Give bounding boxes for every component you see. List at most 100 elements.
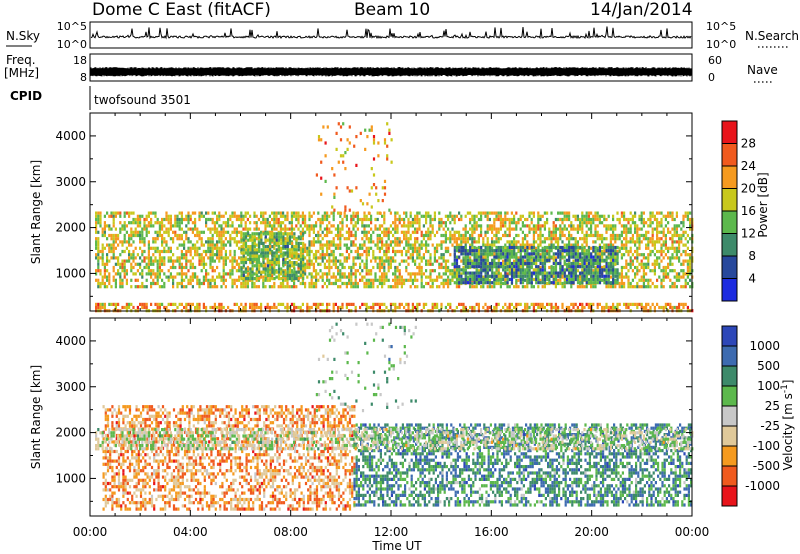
- scatter-cell: [475, 265, 478, 269]
- scatter-cell: [405, 265, 408, 270]
- scatter-cell: [202, 262, 205, 266]
- scatter-cell: [453, 274, 456, 278]
- scatter-cell: [233, 211, 236, 215]
- scatter-cell: [218, 237, 221, 241]
- scatter-cell: [570, 265, 573, 269]
- scatter-cell: [480, 211, 483, 215]
- scatter-cell: [656, 237, 659, 241]
- scatter-cell: [559, 255, 562, 259]
- scatter-cell: [618, 237, 621, 241]
- scatter-cell: [156, 305, 159, 310]
- scatter-cell: [321, 237, 324, 241]
- scatter-cell: [389, 230, 392, 234]
- scatter-cell: [249, 254, 252, 258]
- scatter-cell: [169, 217, 172, 222]
- scatter-cell: [605, 305, 608, 310]
- scatter-cell: [101, 246, 104, 250]
- scatter-cell: [251, 267, 254, 271]
- scatter-cell: [150, 224, 153, 228]
- scatter-cell: [172, 281, 175, 286]
- scatter-cell: [211, 246, 214, 250]
- scatter-cell: [255, 237, 258, 241]
- scatter-cell: [539, 224, 542, 228]
- scatter-cell: [669, 269, 672, 273]
- scatter-cell: [211, 227, 214, 231]
- scatter-cell: [167, 217, 170, 222]
- scatter-cell: [150, 259, 153, 263]
- scatter-cell: [246, 281, 249, 286]
- scatter-cell: [440, 243, 443, 247]
- scatter-cell: [112, 233, 115, 238]
- scatter-cell: [504, 278, 507, 282]
- scatter-cell: [299, 224, 302, 228]
- scatter-cell: [381, 240, 384, 244]
- scatter-cell: [383, 249, 386, 254]
- scatter-cell: [671, 253, 674, 257]
- freq-right-tick-bottom: 0: [708, 71, 715, 84]
- scatter-cell: [565, 237, 568, 241]
- scatter-cell: [114, 272, 117, 276]
- scatter-cell: [365, 233, 368, 238]
- scatter-cell: [189, 214, 192, 218]
- scatter-cell: [422, 253, 425, 257]
- scatter-cell: [312, 275, 315, 279]
- scatter-cell: [365, 259, 368, 263]
- scatter-cell: [524, 278, 527, 282]
- scatter-cell: [396, 278, 399, 282]
- scatter-cell: [675, 253, 678, 257]
- scatter-cell: [367, 246, 370, 250]
- scatter-cell: [653, 227, 656, 231]
- scatter-cell: [112, 249, 115, 254]
- scatter-cell: [561, 211, 564, 215]
- scatter-cell: [185, 217, 188, 222]
- scatter-cell: [631, 233, 634, 238]
- scatter-cell: [139, 265, 142, 270]
- scatter-cell: [574, 214, 577, 218]
- scatter-cell: [367, 281, 370, 286]
- scatter-cell: [458, 243, 461, 247]
- scatter-cell: [462, 237, 465, 241]
- scatter-cell: [488, 217, 491, 222]
- scatter-cell: [689, 259, 692, 263]
- scatter-cell: [625, 262, 628, 266]
- scatter-cell: [455, 237, 458, 241]
- scatter-cell: [154, 272, 157, 276]
- scatter-cell: [136, 221, 139, 225]
- scatter-cell: [304, 230, 307, 234]
- scatter-cell: [158, 272, 161, 276]
- scatter-cell: [596, 252, 599, 256]
- scatter-cell: [286, 281, 289, 286]
- scatter-cell: [119, 227, 122, 231]
- scatter-cell: [444, 305, 447, 310]
- scatter-cell: [253, 214, 256, 218]
- scatter-cell: [156, 302, 159, 306]
- scatter-cell: [372, 135, 376, 139]
- scatter-cell: [625, 272, 628, 276]
- scatter-cell: [645, 230, 648, 234]
- scatter-cell: [447, 275, 450, 279]
- scatter-cell: [513, 214, 516, 218]
- scatter-cell: [543, 221, 546, 225]
- scatter-cell: [125, 211, 128, 215]
- scatter-cell: [664, 302, 667, 306]
- scatter-cell: [320, 192, 323, 196]
- scatter-cell: [363, 249, 366, 254]
- scatter-cell: [587, 252, 591, 256]
- scatter-cell: [390, 160, 393, 164]
- scatter-cell: [466, 255, 470, 259]
- scatter-cell: [119, 253, 122, 257]
- scatter-cell: [609, 237, 612, 241]
- scatter-cell: [317, 230, 320, 234]
- scatter-cell: [301, 302, 304, 306]
- scatter-cell: [510, 265, 514, 269]
- scatter-cell: [198, 237, 201, 241]
- scatter-cell: [455, 277, 459, 282]
- scatter-cell: [284, 285, 287, 289]
- scatter-cell: [290, 211, 293, 215]
- scatter-cell: [253, 227, 256, 231]
- scatter-cell: [343, 211, 346, 215]
- scatter-cell: [328, 278, 331, 282]
- scatter-cell: [154, 256, 157, 260]
- scatter-cell: [304, 243, 307, 247]
- scatter-cell: [178, 227, 181, 231]
